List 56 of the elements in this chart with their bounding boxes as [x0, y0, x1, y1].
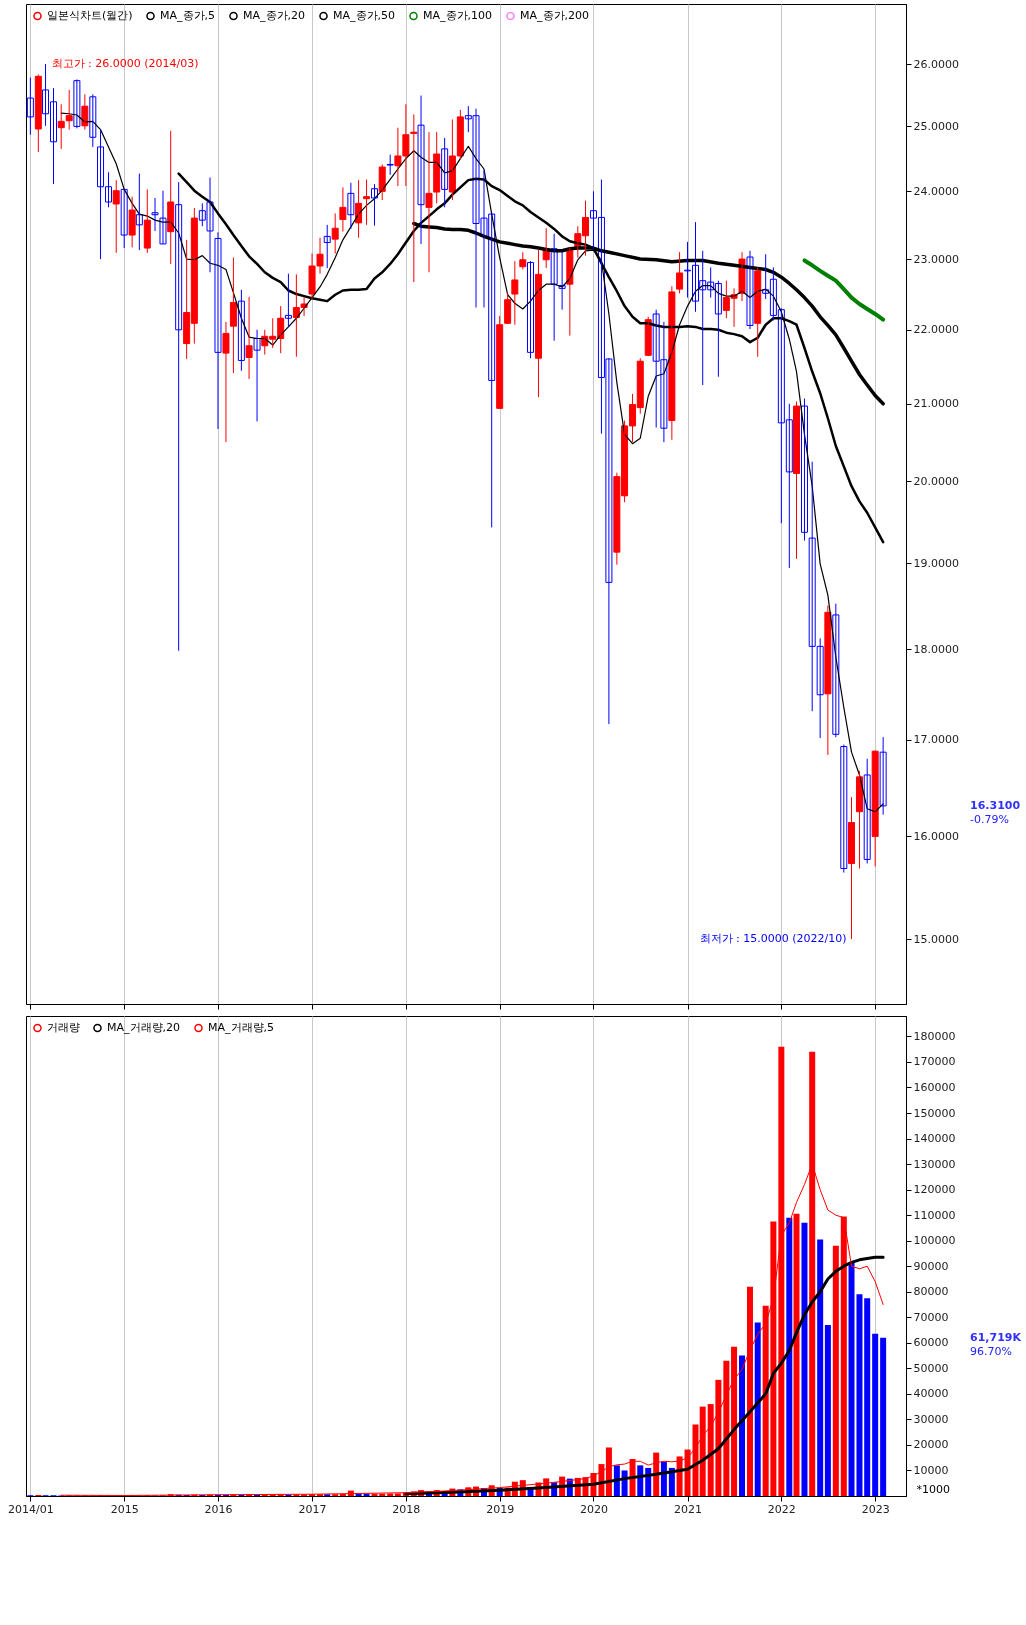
y-axis-title: *1000 [916, 1482, 950, 1496]
y-tick-label: 15.0000 [913, 932, 959, 946]
text: 16.3100 [970, 798, 1021, 812]
x-tick-label: 2015 [110, 1502, 139, 1516]
y-tick-label: 23.0000 [913, 252, 959, 266]
y-tick-label: 110000 [913, 1208, 956, 1222]
y-tick-label: 20.0000 [913, 474, 959, 488]
y-tick-label: 90000 [913, 1259, 949, 1273]
text: -0.79% [970, 812, 1009, 826]
y-tick-label: 80000 [913, 1285, 949, 1299]
y-tick-label: 180000 [913, 1029, 956, 1043]
y-tick-label: 24.0000 [913, 184, 959, 198]
x-tick-label: 2019 [486, 1502, 515, 1516]
legend-label: MA_종가,200 [520, 8, 590, 22]
legend-label: 일본식차트(월간) [47, 8, 133, 22]
x-tick-label: 2022 [767, 1502, 796, 1516]
legend-label: MA_종가,5 [160, 8, 216, 22]
text: 96.70% [970, 1344, 1012, 1358]
y-tick-label: 26.0000 [913, 57, 959, 71]
text: 61,719K [970, 1330, 1022, 1344]
annotation: 최저가 : 15.0000 (2022/10) [699, 932, 847, 946]
y-tick-label: 160000 [913, 1080, 956, 1094]
legend-label: MA_거래량,20 [107, 1020, 181, 1034]
x-tick-label: 2021 [674, 1502, 703, 1516]
y-tick-label: 170000 [913, 1055, 956, 1069]
y-tick-label: 150000 [913, 1106, 956, 1120]
legend-label: MA_종가,20 [243, 8, 306, 22]
y-tick-label: 40000 [913, 1387, 949, 1401]
y-tick-label: 10000 [913, 1463, 949, 1477]
y-tick-label: 19.0000 [913, 556, 959, 570]
y-tick-label: 18.0000 [913, 642, 959, 656]
y-tick-label: 16.0000 [913, 829, 959, 843]
y-tick-label: 120000 [913, 1183, 956, 1197]
y-tick-label: 50000 [913, 1361, 949, 1375]
y-tick-label: 21.0000 [913, 397, 959, 411]
legend-label: MA_거래량,5 [208, 1020, 275, 1034]
y-tick-label: 60000 [913, 1336, 949, 1350]
y-tick-label: 130000 [913, 1157, 956, 1171]
y-tick-label: 25.0000 [913, 119, 959, 133]
x-tick-label: 2023 [861, 1502, 890, 1516]
legend-label: 거래량 [47, 1020, 80, 1034]
x-tick-label: 2020 [579, 1502, 608, 1516]
x-tick-label: 2014/01 [8, 1502, 54, 1516]
x-tick-label: 2016 [204, 1502, 233, 1516]
y-tick-label: 22.0000 [913, 323, 959, 337]
y-tick-label: 30000 [913, 1412, 949, 1426]
y-tick-label: 20000 [913, 1438, 949, 1452]
y-tick-label: 100000 [913, 1234, 956, 1248]
x-tick-label: 2018 [392, 1502, 421, 1516]
y-tick-label: 140000 [913, 1132, 956, 1146]
y-tick-label: 17.0000 [913, 733, 959, 747]
annotation: 최고가 : 26.0000 (2014/03) [51, 57, 199, 71]
y-tick-label: 70000 [913, 1310, 949, 1324]
x-tick-label: 2017 [298, 1502, 327, 1516]
legend-label: MA_종가,50 [333, 8, 396, 22]
legend-label: MA_종가,100 [423, 8, 493, 22]
